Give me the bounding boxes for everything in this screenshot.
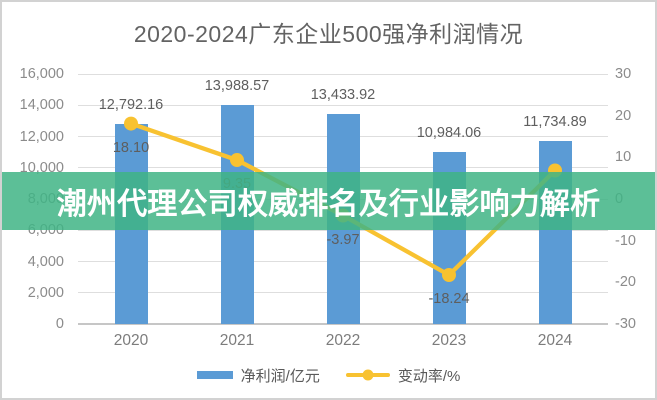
left-axis-tick: 4,000: [27, 253, 64, 270]
right-axis-tick: 30: [615, 66, 632, 82]
left-axis-tick: 14,000: [19, 97, 64, 114]
right-axis-tick: 10: [615, 149, 632, 166]
line-value-label-2022: -3.97: [326, 231, 360, 248]
left-axis-tick: 12,000: [19, 128, 64, 145]
x-axis-label-2024: 2024: [537, 332, 573, 349]
x-axis-label-2021: 2021: [219, 332, 255, 349]
bar-value-label-2023: 10,984.06: [416, 125, 482, 142]
legend-net-profit-label: 净利润/亿元: [240, 367, 320, 385]
gridline: [78, 73, 608, 75]
right-axis-tick: 20: [615, 107, 632, 124]
legend: 净利润/亿元 变动率/%: [2, 365, 655, 385]
line-value-label-2023: -18.24: [428, 291, 470, 307]
line-value-label-2020: 18.10: [112, 139, 150, 156]
bar-value-label-2022: 13,433.92: [310, 87, 376, 104]
x-axis-label-2023: 2023: [431, 332, 467, 349]
gridline: [78, 323, 608, 325]
left-axis-tick: 16,000: [19, 66, 64, 82]
overlay-banner-text: 潮州代理公司权威排名及行业影响力解析: [56, 188, 601, 221]
x-axis-label-2022: 2022: [325, 332, 361, 349]
bar-value-label-2020: 12,792.16: [98, 97, 164, 114]
legend-bar-swatch-icon: [196, 371, 233, 379]
right-axis-tick: -20: [615, 274, 636, 291]
left-axis-tick: 2,000: [27, 284, 64, 301]
legend-change-rate-label: 变动率/%: [397, 367, 461, 385]
gridline: [78, 104, 608, 106]
bar-value-label-2024: 11,734.89: [523, 113, 587, 130]
overlay-banner: 潮州代理公司权威排名及行业影响力解析: [2, 172, 655, 230]
right-axis-tick: -10: [615, 232, 636, 249]
legend-line-dot-icon: [362, 369, 374, 381]
left-axis-tick: 0: [55, 316, 64, 332]
bar-2024: [538, 140, 572, 324]
chart-title: 2020-2024广东企业500强净利润情况: [133, 21, 524, 47]
bar-value-label-2021: 13,988.57: [204, 78, 270, 95]
x-axis-label-2020: 2020: [113, 332, 149, 349]
legend-line-swatch-icon: [345, 369, 390, 381]
left-axis-tick: 10,000: [19, 159, 64, 176]
right-axis-tick: -30: [615, 316, 636, 332]
